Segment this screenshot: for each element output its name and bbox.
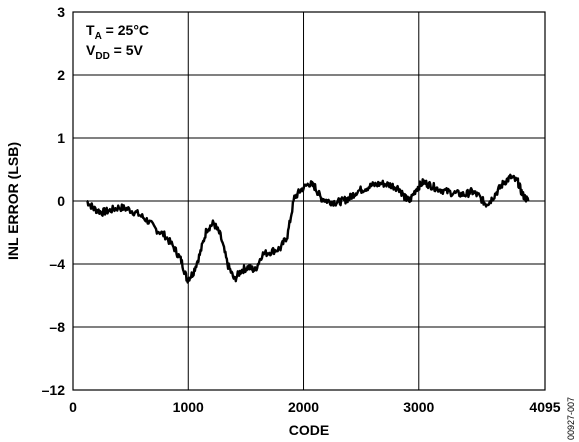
figure-id: 00927-007 — [566, 397, 576, 440]
x-tick-label: 3000 — [403, 399, 434, 415]
y-tick-label: –4 — [49, 256, 65, 272]
inl-series — [86, 173, 530, 284]
inl-error-line — [86, 173, 530, 284]
supply-voltage-annotation: VDD = 5V — [86, 42, 144, 62]
y-axis-title: INL ERROR (LSB) — [5, 142, 21, 260]
y-tick-label: 1 — [57, 130, 65, 146]
y-tick-label: –8 — [49, 319, 65, 335]
y-tick-label: –12 — [42, 382, 66, 398]
y-tick-label: 2 — [57, 67, 65, 83]
y-tick-label: 0 — [57, 193, 65, 209]
y-tick-label: 3 — [57, 4, 65, 20]
x-tick-label: 0 — [69, 399, 77, 415]
x-axis-title: CODE — [289, 422, 329, 438]
y-tick-labels: 3 2 1 0 –4 –8 –12 — [42, 4, 66, 398]
plot-frame — [72, 11, 546, 391]
x-tick-label: 4095 — [529, 399, 560, 415]
grid-lines — [72, 11, 546, 391]
x-tick-label: 2000 — [288, 399, 319, 415]
x-tick-label: 1000 — [173, 399, 204, 415]
temperature-annotation: TA = 25°C — [86, 22, 149, 42]
x-tick-labels: 0 1000 2000 3000 4095 — [69, 399, 561, 415]
